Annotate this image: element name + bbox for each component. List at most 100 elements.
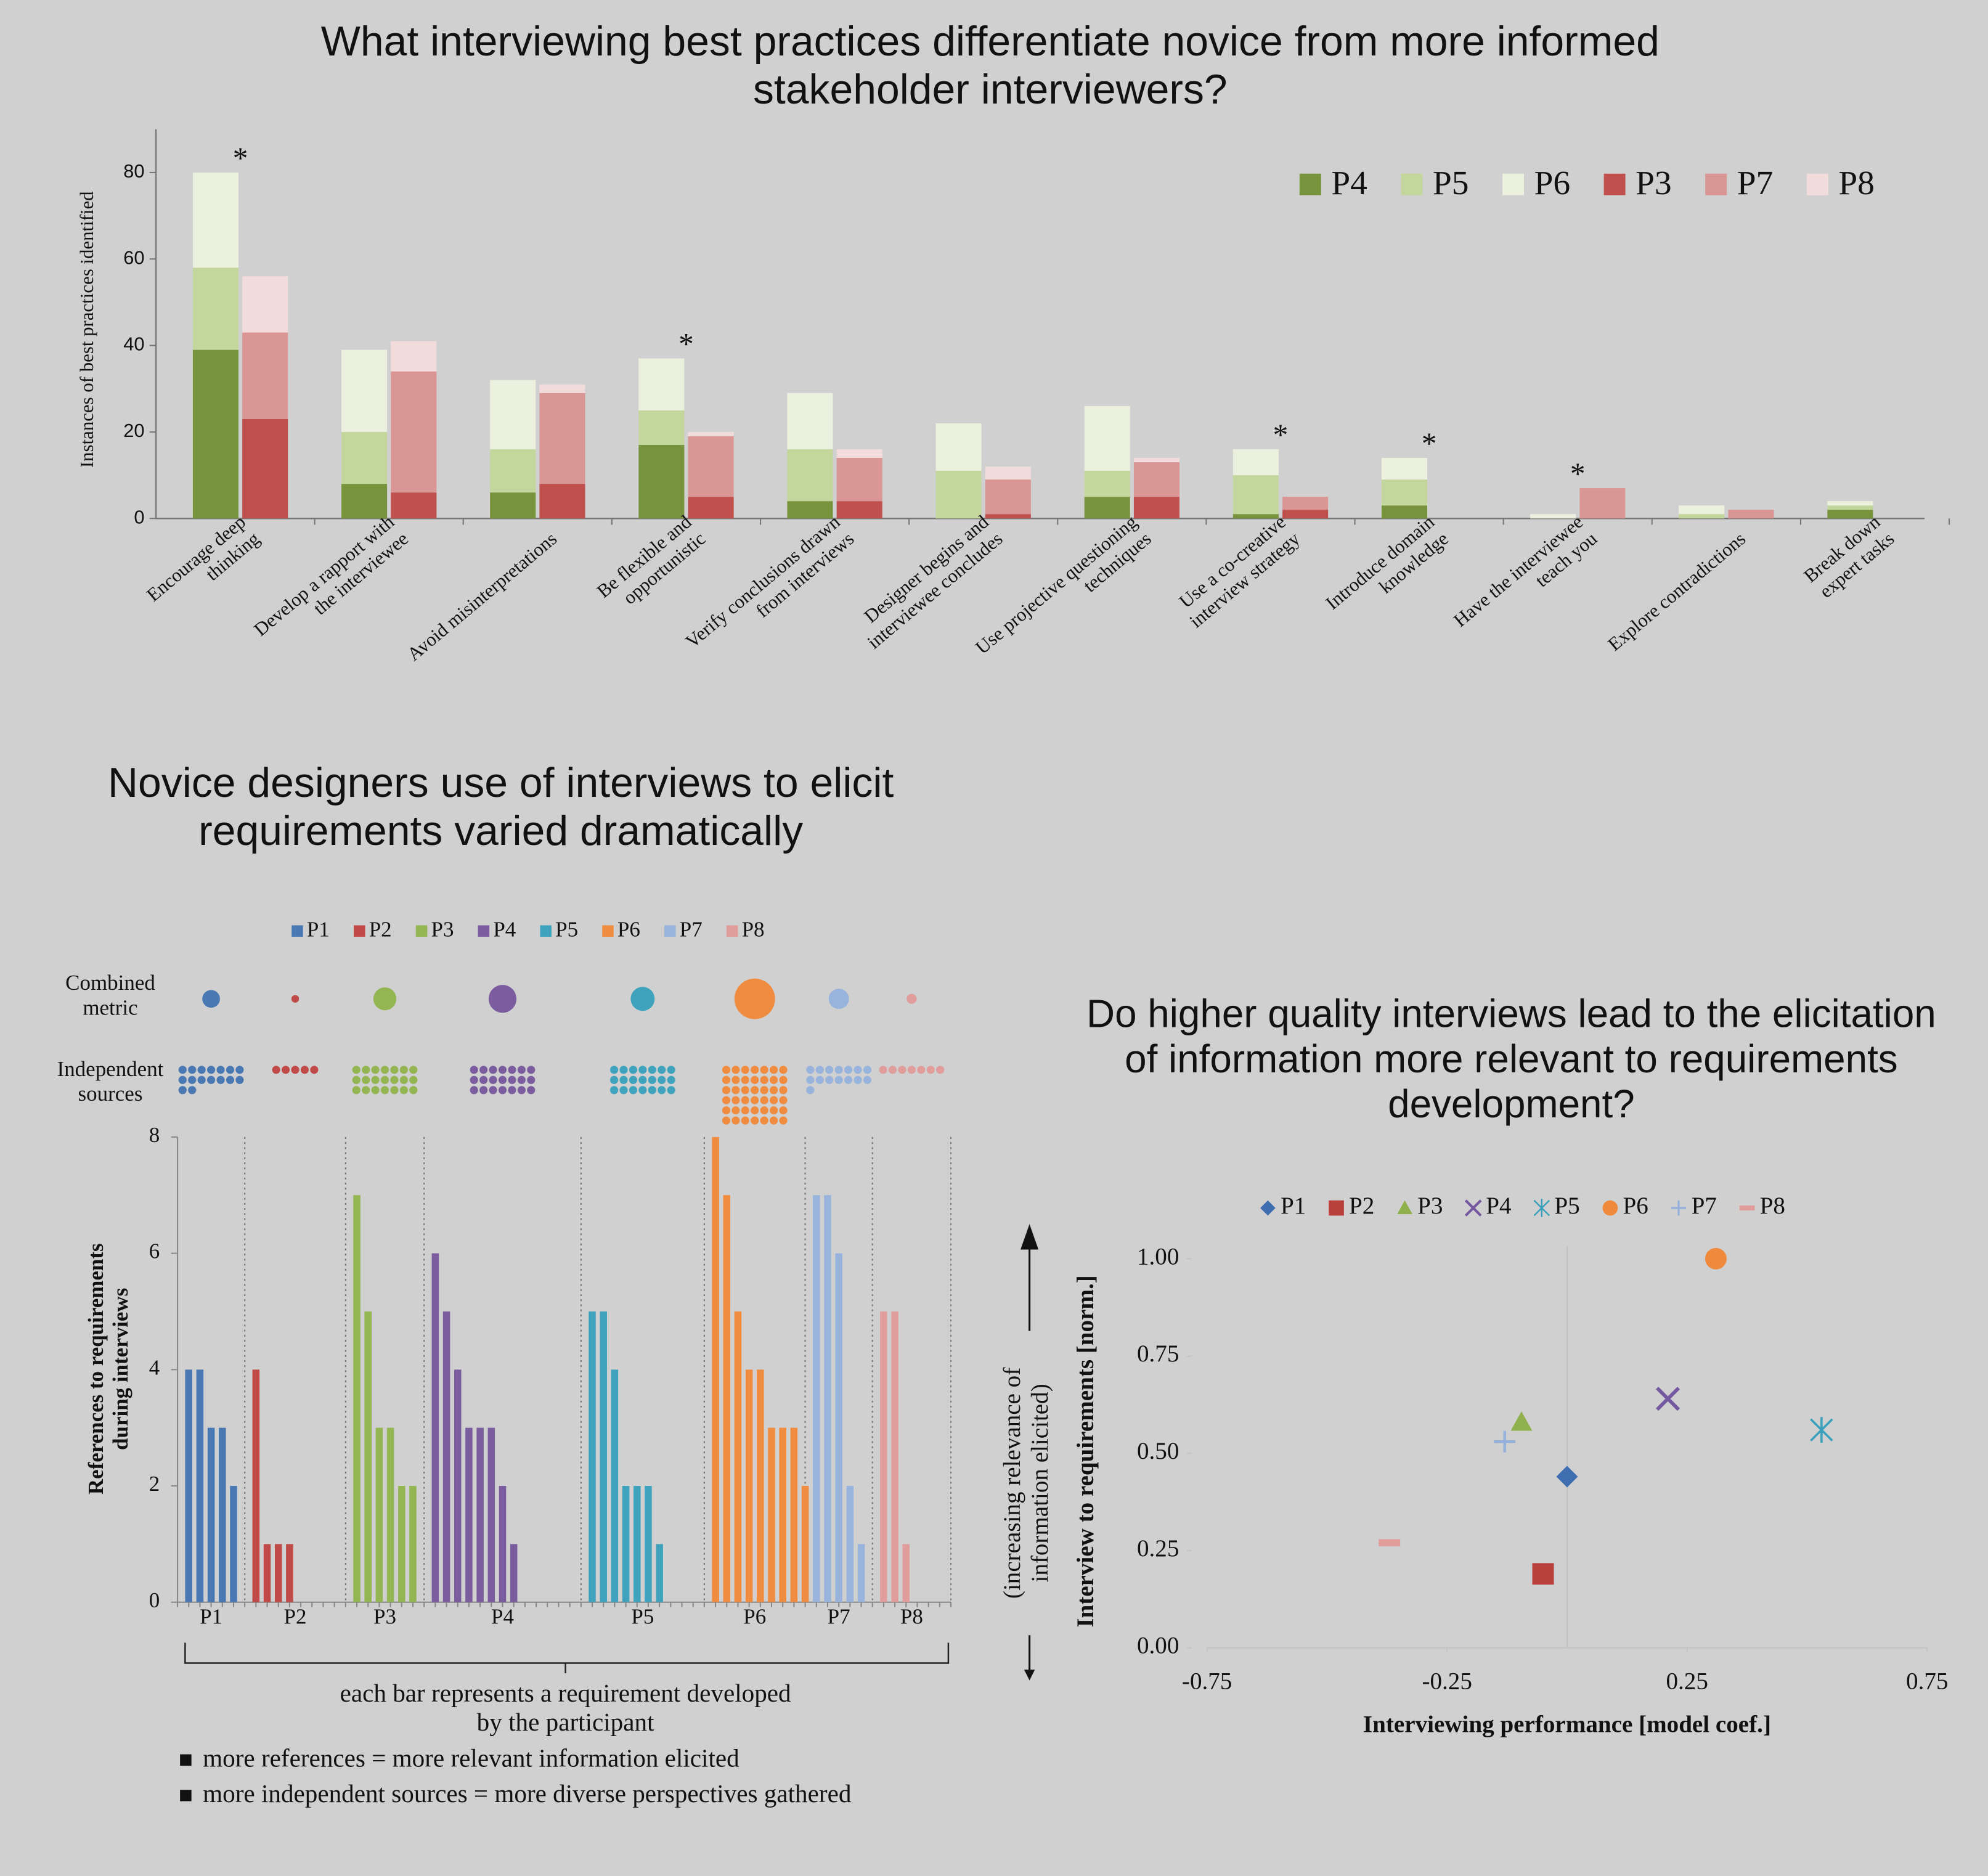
legend-label: P3 [1636, 165, 1672, 202]
bar-segment [539, 384, 585, 393]
bar-segment [1381, 457, 1428, 480]
source-dot [853, 1075, 862, 1084]
legend-label: P5 [1433, 165, 1469, 202]
legend-label: P7 [680, 918, 703, 942]
source-dot [479, 1066, 488, 1074]
source-dot [470, 1075, 478, 1084]
bar [196, 1369, 204, 1602]
source-dot [722, 1116, 731, 1125]
bar-segment [985, 479, 1031, 515]
source-dot [178, 1075, 187, 1084]
y-axis-label: Interview to requirements [norm.] [1072, 1275, 1099, 1627]
source-dot [489, 1066, 497, 1074]
legend-label: P2 [369, 918, 392, 942]
source-dot [517, 1086, 526, 1095]
bar-segment [935, 471, 982, 519]
bar [835, 1253, 842, 1602]
source-dot [770, 1066, 778, 1074]
source-dot [770, 1106, 778, 1115]
bar [398, 1486, 405, 1602]
y-tick-label: 60 [123, 247, 144, 268]
bar [813, 1195, 820, 1602]
bar-segment [539, 484, 585, 519]
note: more independent sources = more diverse … [203, 1779, 852, 1808]
bar-segment [1084, 497, 1130, 519]
bar [790, 1427, 798, 1602]
bar [274, 1544, 282, 1602]
source-dot [898, 1066, 906, 1074]
legend-label: P6 [617, 918, 640, 942]
source-dot [658, 1086, 666, 1095]
legend-marker [1602, 1200, 1618, 1216]
legend-swatch [1705, 173, 1727, 195]
bar [286, 1544, 293, 1602]
bar-segment [688, 431, 734, 436]
independent-sources [879, 1066, 945, 1074]
chart-title: Do higher quality interviews lead to the… [1086, 991, 1936, 1126]
annotation: * [1422, 426, 1437, 460]
bar-segment [787, 501, 833, 519]
point [1532, 1563, 1554, 1585]
bar-segment [1232, 449, 1279, 476]
source-dot [722, 1086, 731, 1095]
combined-metric [202, 990, 220, 1008]
bar [801, 1486, 809, 1602]
source-dot [479, 1086, 488, 1095]
source-dot [380, 1075, 389, 1084]
bar [589, 1311, 596, 1602]
bar-segment [1084, 406, 1130, 471]
bar [891, 1311, 898, 1602]
source-dot [815, 1066, 824, 1074]
y-axis-label: References to requirementsduring intervi… [84, 1243, 132, 1495]
legend-swatch [726, 925, 738, 937]
bar [207, 1427, 215, 1602]
bar-segment [242, 332, 288, 419]
source-dot [751, 1106, 759, 1115]
bar-segment [836, 501, 882, 519]
source-dot [409, 1066, 418, 1074]
source-dot [197, 1066, 206, 1074]
source-dot [609, 1086, 619, 1095]
bar-segment [1084, 471, 1130, 497]
legend-marker [1397, 1200, 1412, 1214]
legend-swatch [1603, 173, 1626, 195]
legend-label: P3 [1417, 1193, 1443, 1219]
arrow-head [1024, 1670, 1035, 1681]
source-dot [658, 1075, 666, 1084]
source-dot [498, 1086, 507, 1095]
bar-segment [985, 467, 1031, 480]
source-dot [188, 1086, 197, 1095]
bar [824, 1195, 831, 1602]
combined-metric [291, 995, 299, 1003]
source-dot [667, 1066, 675, 1074]
source-dot [470, 1086, 478, 1095]
source-dot [731, 1096, 740, 1104]
independent-sources [470, 1066, 536, 1095]
source-dot [619, 1086, 628, 1095]
note: more references = more relevant informat… [203, 1743, 739, 1772]
legend-label: P4 [493, 918, 516, 942]
bar-segment [242, 418, 288, 519]
bar-segment [1133, 457, 1179, 463]
legend-label: P6 [1623, 1193, 1648, 1219]
bar [645, 1486, 652, 1602]
legend-label: P6 [1534, 165, 1570, 202]
source-dot [722, 1066, 731, 1074]
source-dot [470, 1066, 478, 1074]
source-dot [178, 1066, 187, 1074]
legend-swatch [415, 925, 428, 937]
bar-segment [1133, 497, 1179, 519]
source-dot [409, 1075, 418, 1084]
bar [723, 1195, 731, 1602]
source-dot [667, 1075, 675, 1084]
source-dot [731, 1075, 740, 1084]
source-dot [638, 1066, 647, 1074]
bracket-line [184, 1642, 950, 1673]
legend-marker [1329, 1200, 1344, 1216]
source-dot [629, 1066, 638, 1074]
chart-title: What interviewing best practices differe… [321, 18, 1660, 113]
bar-segment [1381, 505, 1428, 519]
bullet [180, 1754, 192, 1766]
x-tick-label: P1 [200, 1605, 222, 1629]
source-dot [527, 1086, 536, 1095]
